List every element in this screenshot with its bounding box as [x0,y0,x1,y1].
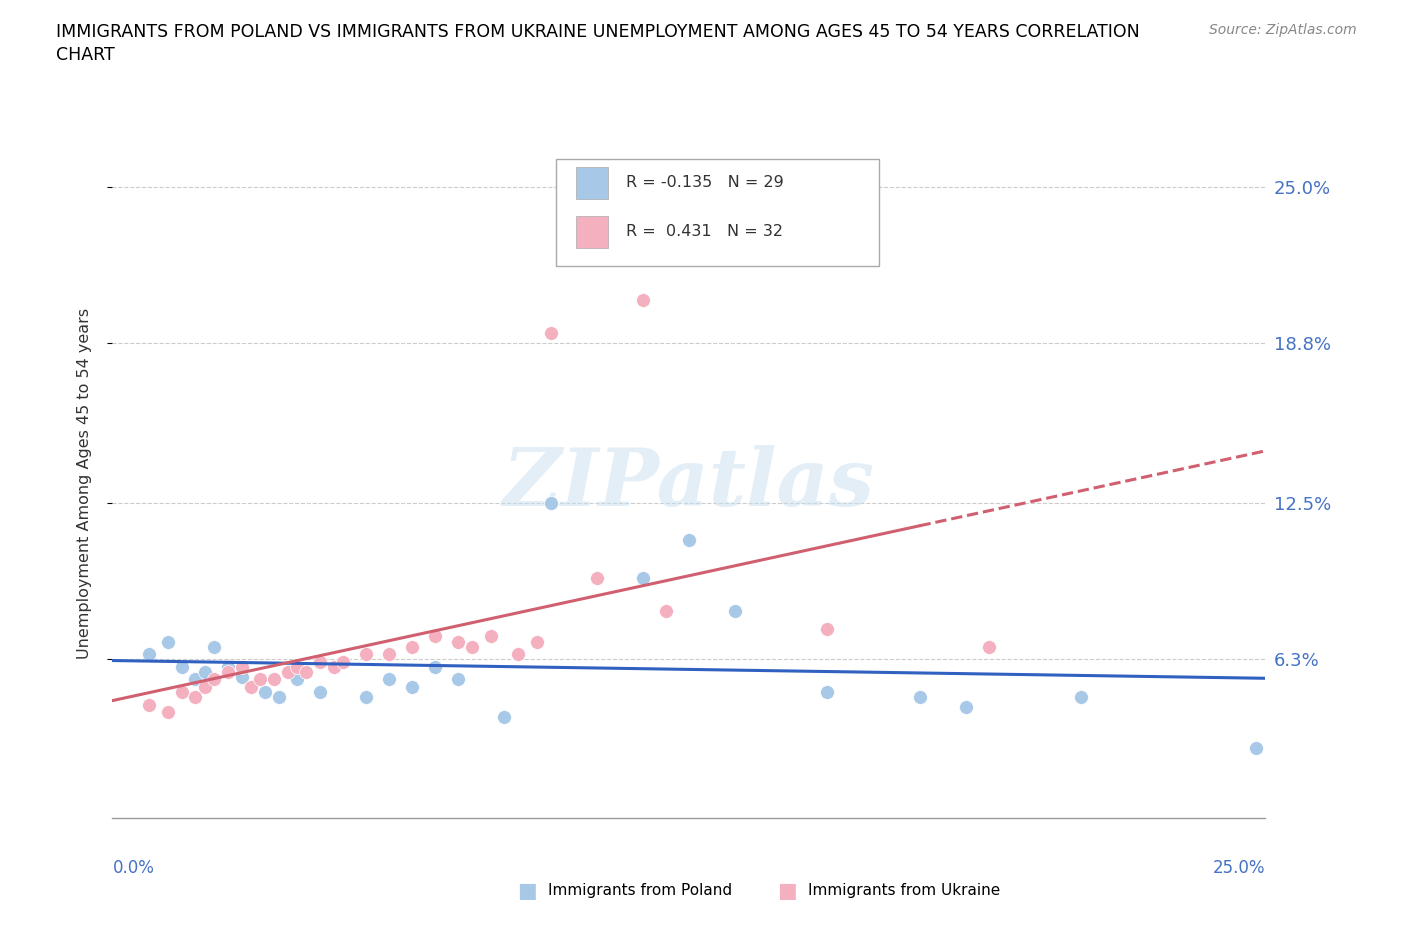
Text: 25.0%: 25.0% [1213,858,1265,877]
Point [138,698,160,712]
Point [253,684,276,699]
Point [447,634,470,649]
Point [295,664,318,679]
Point [332,655,354,670]
Point [202,639,225,654]
Point [277,664,299,679]
Point [1244,740,1267,755]
Bar [576,216,609,248]
Point [322,659,344,674]
Point [815,684,838,699]
Point [332,655,354,670]
Point [156,705,179,720]
Bar [576,166,609,199]
Text: Source: ZipAtlas.com: Source: ZipAtlas.com [1209,23,1357,37]
Y-axis label: Unemployment Among Ages 45 to 54 years: Unemployment Among Ages 45 to 54 years [77,308,91,659]
Point [908,690,931,705]
Point [494,710,516,724]
Point [309,684,332,699]
Point [184,690,207,705]
Point [955,699,977,714]
Point [526,634,548,649]
Point [655,604,678,618]
Point [309,655,332,670]
Point [239,680,262,695]
Point [194,680,217,695]
Point [231,659,253,674]
Point [156,634,179,649]
Point [508,646,530,661]
Point [138,646,160,661]
Text: ■: ■ [778,881,797,901]
Text: ZIPatlas: ZIPatlas [503,445,875,523]
Point [354,690,377,705]
Point [724,604,747,618]
Text: R = -0.135   N = 29: R = -0.135 N = 29 [626,176,783,191]
Point [217,664,239,679]
Point [401,680,423,695]
Point [184,672,207,687]
Point [239,680,262,695]
Point [285,659,308,674]
Point [217,659,239,674]
Point [631,293,654,308]
Point [1070,690,1092,705]
Text: IMMIGRANTS FROM POLAND VS IMMIGRANTS FROM UKRAINE UNEMPLOYMENT AMONG AGES 45 TO : IMMIGRANTS FROM POLAND VS IMMIGRANTS FRO… [56,23,1140,41]
Text: 0.0%: 0.0% [112,858,155,877]
Text: R =  0.431   N = 32: R = 0.431 N = 32 [626,224,783,239]
Point [170,684,193,699]
Point [263,672,285,687]
FancyBboxPatch shape [557,159,879,266]
Point [447,672,470,687]
Point [267,690,290,705]
Point [378,646,401,661]
Point [194,664,217,679]
Point [540,326,562,340]
Point [479,629,502,644]
Point [202,672,225,687]
Point [354,646,377,661]
Point [977,639,1000,654]
Point [170,659,193,674]
Point [540,495,562,510]
Point [678,533,700,548]
Point [585,571,607,586]
Point [231,670,253,684]
Point [249,672,271,687]
Point [378,672,401,687]
Point [401,639,423,654]
Text: Immigrants from Poland: Immigrants from Poland [548,884,733,898]
Point [815,621,838,636]
Point [285,672,308,687]
Text: ■: ■ [517,881,537,901]
Point [461,639,484,654]
Point [631,571,654,586]
Text: CHART: CHART [56,46,115,64]
Text: Immigrants from Ukraine: Immigrants from Ukraine [808,884,1001,898]
Point [425,659,447,674]
Point [425,629,447,644]
